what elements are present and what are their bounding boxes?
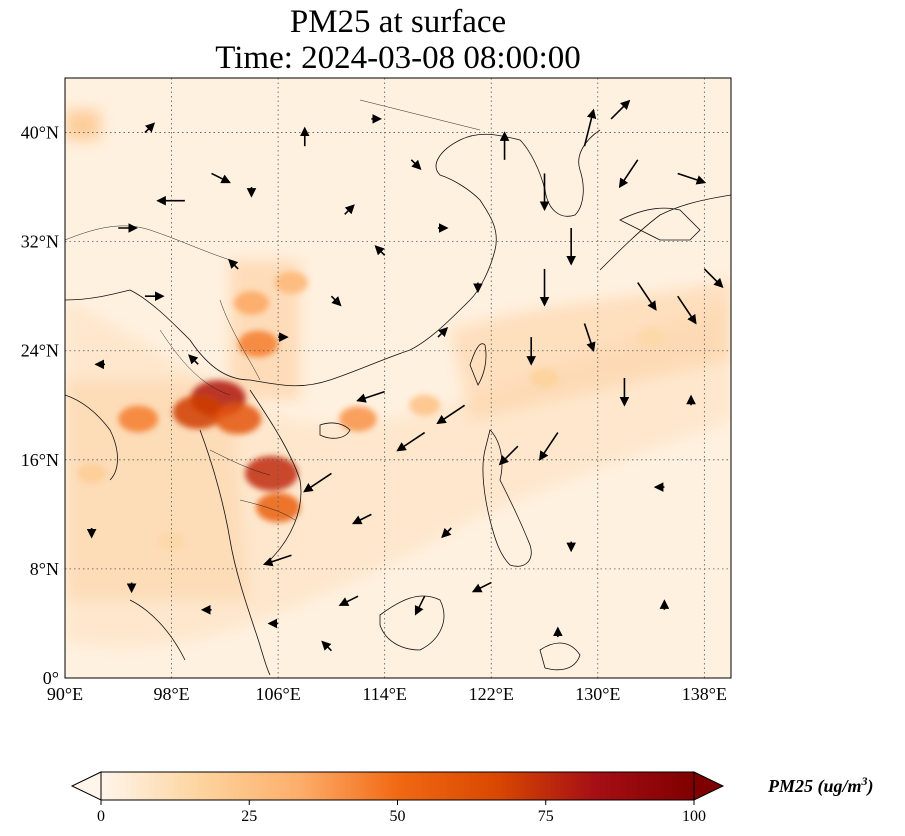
pm25-hotspot	[274, 271, 309, 294]
colorbar-gradient	[101, 772, 694, 800]
wind-arrow	[330, 295, 342, 307]
lon-tick-label: 106°E	[256, 684, 301, 704]
colorbar-label-exponent: 3	[861, 774, 868, 788]
wind-arrow	[144, 122, 156, 134]
pm25-hotspot	[118, 405, 159, 433]
wind-arrow	[677, 172, 707, 185]
chart-title: PM25 at surface	[289, 4, 507, 40]
wind-arrow	[344, 204, 355, 215]
wind-vectors	[86, 99, 724, 652]
wind-arrow	[374, 245, 386, 256]
lon-tick-label: 130°E	[575, 684, 620, 704]
wind-arrow	[583, 323, 596, 352]
pm25-hotspot	[238, 330, 279, 358]
wind-arrow	[610, 99, 631, 120]
pm25-hotspot	[214, 403, 262, 435]
pm25-hotspots	[77, 271, 665, 551]
longitude-axis: 90°E 98°E 106°E 114°E 122°E 130°E 138°E	[47, 684, 727, 704]
chart-subtitle-time: Time: 2024-03-08 08:00:00	[215, 40, 581, 76]
colorbar-ticks: 0 25 50 75 100	[97, 800, 706, 825]
gridlines	[65, 78, 731, 678]
coastlines	[65, 129, 731, 676]
lat-tick-label: 32°N	[21, 232, 59, 252]
wind-arrow	[703, 268, 724, 289]
colorbar-extend-min	[70, 771, 102, 801]
wind-arrow	[303, 472, 332, 493]
wind-arrow	[211, 172, 231, 184]
wind-arrow	[228, 258, 239, 270]
map-panel	[65, 78, 731, 678]
colorbar-tick-label: 100	[682, 808, 706, 825]
wind-arrow	[538, 432, 559, 461]
colorbar-tick-label: 0	[97, 808, 105, 825]
lat-tick-label: 40°N	[21, 123, 59, 143]
latitude-axis: 0° 8°N 16°N 24°N 32°N 40°N	[21, 123, 59, 688]
lon-tick-label: 98°E	[153, 684, 189, 704]
wind-arrow	[583, 108, 597, 147]
pm25-hotspot	[409, 394, 441, 416]
lat-tick-label: 0°	[43, 668, 59, 688]
lon-tick-label: 138°E	[682, 684, 727, 704]
wind-arrow	[436, 404, 466, 425]
wind-arrow	[437, 326, 449, 338]
colorbar: 0 25 50 75 100	[70, 771, 725, 825]
wind-arrow	[188, 354, 199, 365]
lon-tick-label: 114°E	[362, 684, 407, 704]
wind-arrow	[471, 581, 492, 593]
map-frame	[64, 77, 732, 679]
pm25-hotspot	[637, 327, 665, 347]
colorbar-tick-label: 25	[241, 808, 257, 825]
wind-arrow	[410, 159, 422, 170]
wind-arrow	[351, 513, 372, 525]
colorbar-tick-label: 75	[538, 808, 554, 825]
wind-arrow	[677, 295, 697, 325]
pm25-hotspot	[172, 395, 224, 429]
wind-arrow	[414, 595, 426, 616]
lon-tick-label: 90°E	[47, 684, 83, 704]
pm25-hotspot	[530, 368, 559, 388]
pm25-hotspot	[244, 455, 298, 491]
colorbar-label-text: PM25 (ug/m	[768, 776, 862, 796]
colorbar-label: PM25 (ug/m3)	[768, 774, 874, 797]
wind-arrow	[618, 159, 639, 189]
wind-arrow	[441, 527, 452, 539]
wind-arrow	[637, 282, 657, 311]
wind-arrow	[396, 431, 426, 452]
pm25-hotspot	[256, 492, 301, 523]
wind-arrow	[262, 554, 292, 567]
wind-arrow	[498, 445, 519, 466]
colorbar-tick-label: 50	[390, 808, 406, 825]
wind-arrow	[356, 390, 385, 403]
pm25-hotspot	[77, 463, 107, 484]
lat-tick-label: 8°N	[30, 559, 59, 579]
country-borders	[65, 99, 481, 521]
pm25-hotspot	[233, 291, 270, 315]
lat-tick-label: 16°N	[21, 450, 59, 470]
wind-arrow	[338, 595, 359, 606]
colorbar-extend-max	[693, 771, 725, 801]
wind-arrow	[321, 640, 332, 652]
lon-tick-label: 122°E	[469, 684, 514, 704]
pm25-hotspot	[339, 406, 377, 432]
colorbar-label-close: )	[867, 776, 874, 796]
lat-tick-label: 24°N	[21, 341, 59, 361]
